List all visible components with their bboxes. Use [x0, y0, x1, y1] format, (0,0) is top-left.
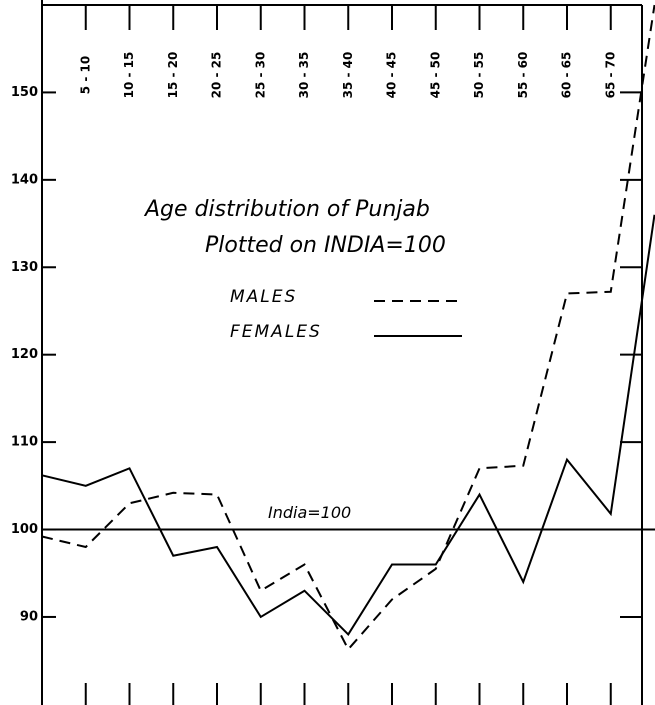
y-tick-label: 100: [11, 522, 38, 537]
x-tick-label: 65 - 70: [603, 52, 617, 99]
data-line: [41, 4, 655, 652]
x-tick-label: 30 - 35: [297, 52, 311, 99]
x-tick-label: 20 - 25: [210, 52, 224, 99]
chart-subtitle: Plotted on INDIA=100: [205, 233, 446, 258]
chart-title: Age distribution of Punjab: [143, 197, 430, 222]
y-tick-label: 150: [11, 85, 38, 100]
x-tick-label: 25 - 30: [253, 52, 267, 99]
x-tick-label: 60 - 65: [560, 52, 574, 99]
y-tick-label: 90: [20, 609, 38, 624]
x-tick-label: 55 - 60: [516, 52, 530, 99]
reference-label: India=100: [268, 503, 351, 522]
y-tick-label: 130: [11, 260, 38, 275]
y-tick-label: 110: [11, 435, 38, 450]
y-tick-label: 140: [11, 172, 38, 187]
legend-label: FEMALES: [230, 322, 322, 342]
x-tick-label: 15 - 20: [166, 52, 180, 99]
legend-label: MALES: [230, 287, 297, 307]
x-tick-label: 5 - 10: [78, 56, 92, 94]
x-tick-label: 40 - 45: [385, 52, 399, 99]
x-tick-label: 10 - 15: [122, 52, 136, 99]
y-tick-label: 120: [11, 347, 38, 362]
x-tick-label: 35 - 40: [341, 52, 355, 99]
x-tick-label: 45 - 50: [428, 52, 442, 99]
data-line: [41, 214, 655, 637]
x-tick-label: 50 - 55: [472, 52, 486, 99]
